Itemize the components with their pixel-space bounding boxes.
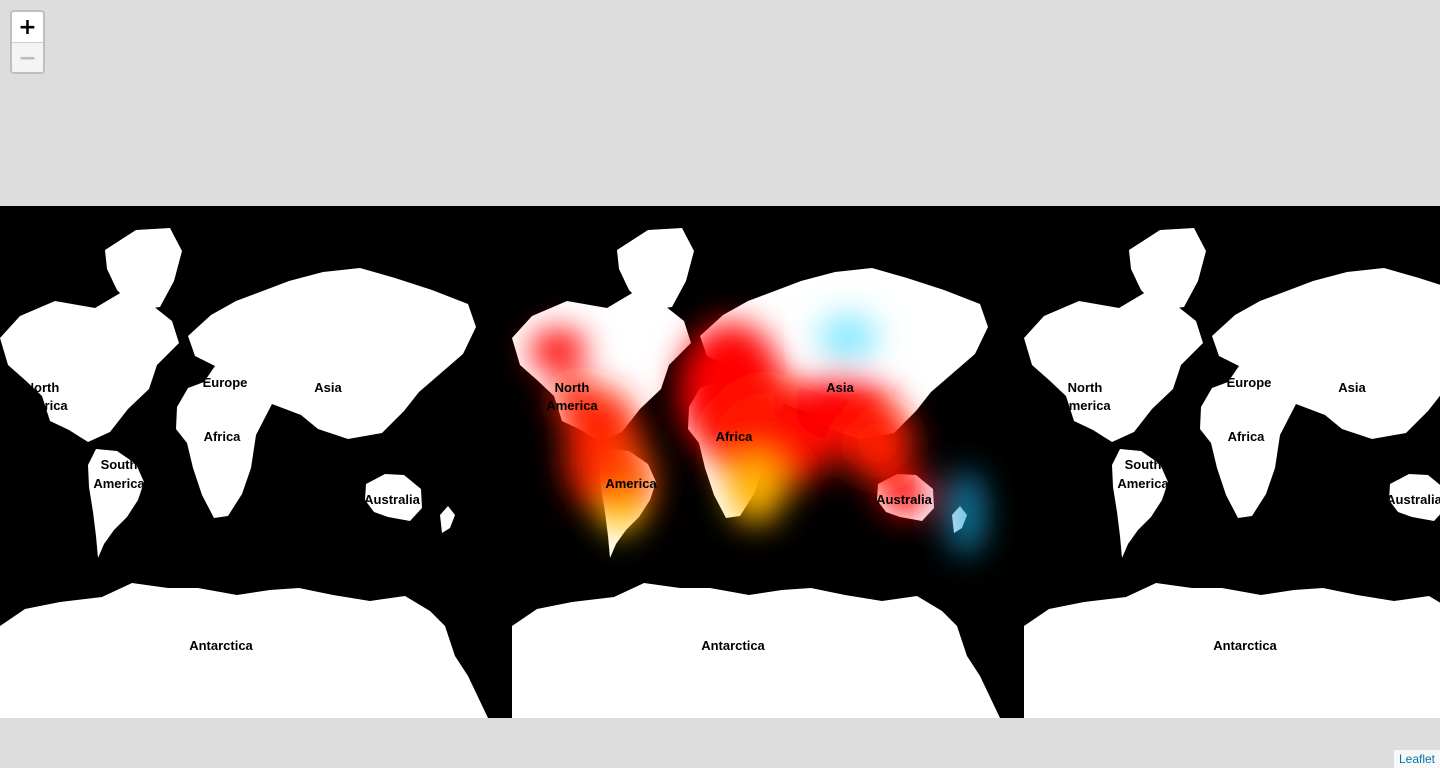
label-north-america-left-2: America <box>16 398 68 413</box>
label-north-america-center: North <box>555 380 590 395</box>
label-south-america-center: America <box>605 476 657 491</box>
label-north-america-right: North <box>1068 380 1103 395</box>
label-australia-right: Australia <box>1386 492 1440 507</box>
map-svg: North America Europe Asia Africa South A… <box>0 206 1440 718</box>
label-south-america-left: South <box>101 457 138 472</box>
label-south-america-right-2: America <box>1117 476 1169 491</box>
label-antarctica-center: Antarctica <box>701 638 765 653</box>
label-north-america-center-2: America <box>546 398 598 413</box>
label-south-america-left-2: America <box>93 476 145 491</box>
label-europe-left: Europe <box>203 375 248 390</box>
label-africa-left: Africa <box>204 429 242 444</box>
label-asia-center: Asia <box>826 380 854 395</box>
label-asia-left: Asia <box>314 380 342 395</box>
label-africa-center: Africa <box>716 429 754 444</box>
zoom-control: + − <box>10 10 45 74</box>
label-asia-right: Asia <box>1338 380 1366 395</box>
label-antarctica-left: Antarctica <box>189 638 253 653</box>
heatmap-layer <box>530 314 984 555</box>
label-north-america-left: North <box>25 380 60 395</box>
leaflet-link[interactable]: Leaflet <box>1398 752 1435 766</box>
label-australia-left: Australia <box>364 492 420 507</box>
label-africa-right: Africa <box>1228 429 1266 444</box>
label-south-america-right: South <box>1125 457 1162 472</box>
zoom-in-button[interactable]: + <box>12 12 43 43</box>
attribution: Leaflet <box>1393 750 1440 768</box>
label-europe-right: Europe <box>1227 375 1272 390</box>
label-north-america-right-2: America <box>1059 398 1111 413</box>
label-australia-center: Australia <box>876 492 932 507</box>
map-pane[interactable]: North America Europe Asia Africa South A… <box>0 206 1440 718</box>
label-antarctica-right: Antarctica <box>1213 638 1277 653</box>
zoom-out-button[interactable]: − <box>12 43 43 72</box>
